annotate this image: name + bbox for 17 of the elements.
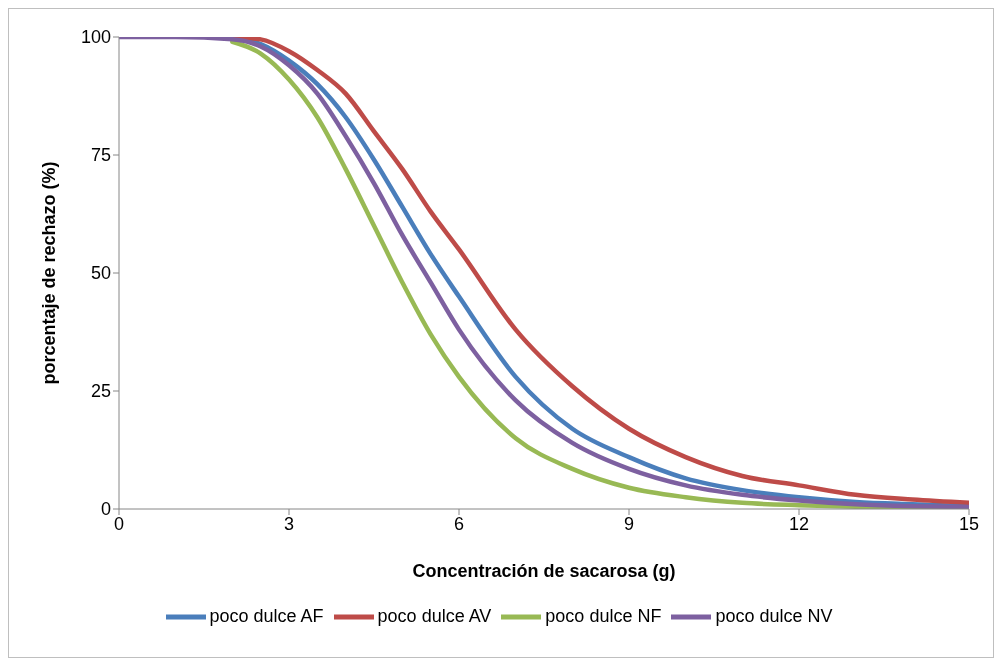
y-tick-label: 25 bbox=[90, 381, 111, 402]
legend-label: poco dulce AF bbox=[209, 605, 324, 626]
y-tick-label: 75 bbox=[90, 145, 111, 166]
x-tick-label: 9 bbox=[623, 513, 635, 534]
x-tick-label: 0 bbox=[113, 513, 125, 534]
legend-label: poco dulce NV bbox=[715, 605, 833, 626]
x-tick-label: 6 bbox=[453, 513, 465, 534]
x-axis-title: Concentración de sacarosa (g) bbox=[412, 561, 676, 581]
legend-label: poco dulce AV bbox=[377, 605, 492, 626]
y-tick-label: 50 bbox=[90, 263, 111, 284]
y-axis-title: porcentaje de rechazo (%) bbox=[39, 161, 60, 385]
x-tick-label: 12 bbox=[788, 513, 810, 534]
y-tick-label: 0 bbox=[100, 499, 111, 520]
x-tick-label: 15 bbox=[958, 513, 980, 534]
x-tick-label: 3 bbox=[283, 513, 295, 534]
legend-label: poco dulce NF bbox=[545, 605, 662, 626]
y-tick-label: 100 bbox=[80, 27, 111, 48]
